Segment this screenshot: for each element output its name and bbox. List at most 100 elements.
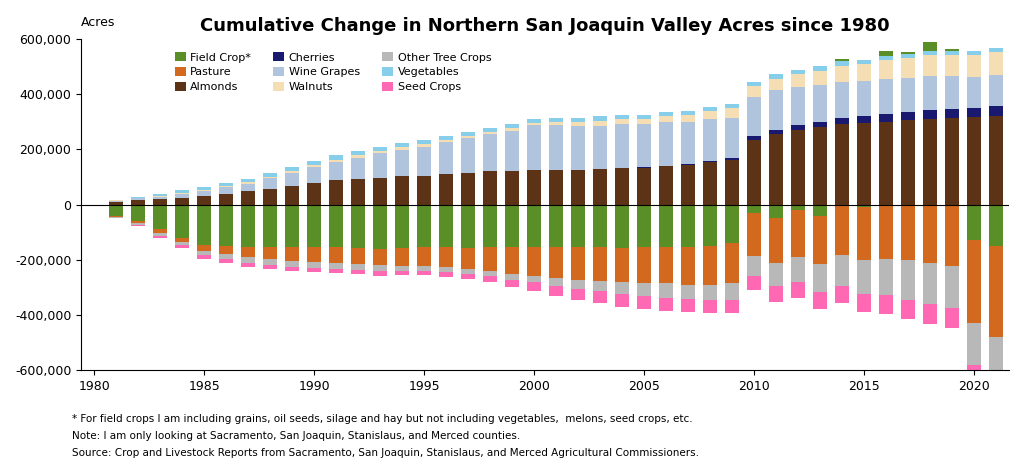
Bar bbox=[637, 124, 651, 167]
Bar bbox=[131, 198, 145, 200]
Bar bbox=[175, 238, 189, 242]
Bar bbox=[263, 259, 278, 265]
Bar bbox=[461, 138, 475, 173]
Bar bbox=[746, 97, 761, 136]
Bar bbox=[395, 204, 410, 248]
Bar bbox=[197, 255, 211, 259]
Bar bbox=[110, 217, 124, 218]
Bar bbox=[967, 76, 981, 108]
Bar bbox=[329, 204, 343, 247]
Bar bbox=[219, 259, 233, 264]
Bar bbox=[395, 150, 410, 176]
Bar bbox=[461, 269, 475, 274]
Bar bbox=[923, 42, 937, 51]
Bar bbox=[373, 177, 387, 204]
Bar bbox=[351, 204, 366, 248]
Bar bbox=[681, 111, 695, 115]
Bar bbox=[219, 246, 233, 254]
Bar bbox=[285, 171, 299, 173]
Bar bbox=[197, 196, 211, 204]
Bar bbox=[681, 121, 695, 164]
Bar bbox=[417, 144, 431, 147]
Bar bbox=[614, 115, 629, 119]
Bar bbox=[483, 276, 498, 282]
Bar bbox=[614, 282, 629, 294]
Bar bbox=[988, 116, 1002, 204]
Bar bbox=[835, 82, 849, 118]
Bar bbox=[483, 134, 498, 172]
Bar bbox=[637, 283, 651, 296]
Bar bbox=[175, 193, 189, 194]
Bar bbox=[769, 130, 783, 134]
Bar bbox=[658, 247, 673, 283]
Bar bbox=[593, 204, 607, 247]
Bar bbox=[549, 170, 563, 204]
Bar bbox=[307, 247, 322, 262]
Bar bbox=[901, 204, 915, 260]
Bar bbox=[901, 54, 915, 59]
Bar bbox=[483, 271, 498, 276]
Bar bbox=[945, 266, 959, 308]
Bar bbox=[945, 76, 959, 109]
Bar bbox=[461, 204, 475, 248]
Bar bbox=[988, 106, 1002, 116]
Bar bbox=[681, 164, 695, 165]
Bar bbox=[923, 51, 937, 55]
Bar bbox=[923, 263, 937, 304]
Bar bbox=[901, 260, 915, 300]
Bar bbox=[505, 131, 519, 171]
Bar bbox=[746, 136, 761, 140]
Bar bbox=[813, 122, 827, 127]
Bar bbox=[945, 49, 959, 51]
Bar bbox=[219, 254, 233, 259]
Bar bbox=[131, 223, 145, 225]
Bar bbox=[373, 147, 387, 151]
Bar bbox=[614, 124, 629, 167]
Bar bbox=[879, 56, 893, 61]
Bar bbox=[658, 283, 673, 298]
Bar bbox=[702, 161, 717, 162]
Bar bbox=[417, 266, 431, 271]
Bar bbox=[417, 247, 431, 266]
Bar bbox=[879, 114, 893, 121]
Bar bbox=[593, 126, 607, 169]
Bar bbox=[769, 219, 783, 263]
Bar bbox=[527, 276, 542, 282]
Bar bbox=[263, 265, 278, 269]
Bar bbox=[175, 242, 189, 245]
Bar bbox=[131, 204, 145, 221]
Bar bbox=[658, 204, 673, 247]
Bar bbox=[571, 289, 585, 301]
Bar bbox=[681, 204, 695, 247]
Bar bbox=[175, 194, 189, 197]
Bar bbox=[285, 166, 299, 171]
Bar bbox=[988, 204, 1002, 246]
Bar bbox=[197, 191, 211, 196]
Bar bbox=[835, 59, 849, 61]
Bar bbox=[725, 283, 739, 301]
Bar bbox=[857, 116, 871, 123]
Bar bbox=[879, 259, 893, 295]
Bar bbox=[681, 115, 695, 121]
Text: Note: I am only looking at Sacramento, San Joaquin, Stanislaus, and Merced count: Note: I am only looking at Sacramento, S… bbox=[72, 431, 520, 440]
Bar bbox=[241, 257, 255, 263]
Bar bbox=[769, 286, 783, 302]
Bar bbox=[263, 247, 278, 259]
Bar bbox=[549, 204, 563, 247]
Bar bbox=[307, 161, 322, 166]
Bar bbox=[901, 121, 915, 204]
Bar bbox=[571, 247, 585, 280]
Bar bbox=[637, 296, 651, 309]
Bar bbox=[154, 197, 167, 199]
Bar bbox=[945, 308, 959, 328]
Bar bbox=[791, 210, 805, 257]
Bar bbox=[614, 248, 629, 282]
Bar bbox=[154, 204, 167, 229]
Bar bbox=[263, 178, 278, 189]
Bar bbox=[746, 276, 761, 290]
Bar bbox=[483, 204, 498, 247]
Bar bbox=[835, 255, 849, 286]
Bar bbox=[110, 201, 124, 202]
Bar bbox=[395, 248, 410, 266]
Bar bbox=[549, 247, 563, 278]
